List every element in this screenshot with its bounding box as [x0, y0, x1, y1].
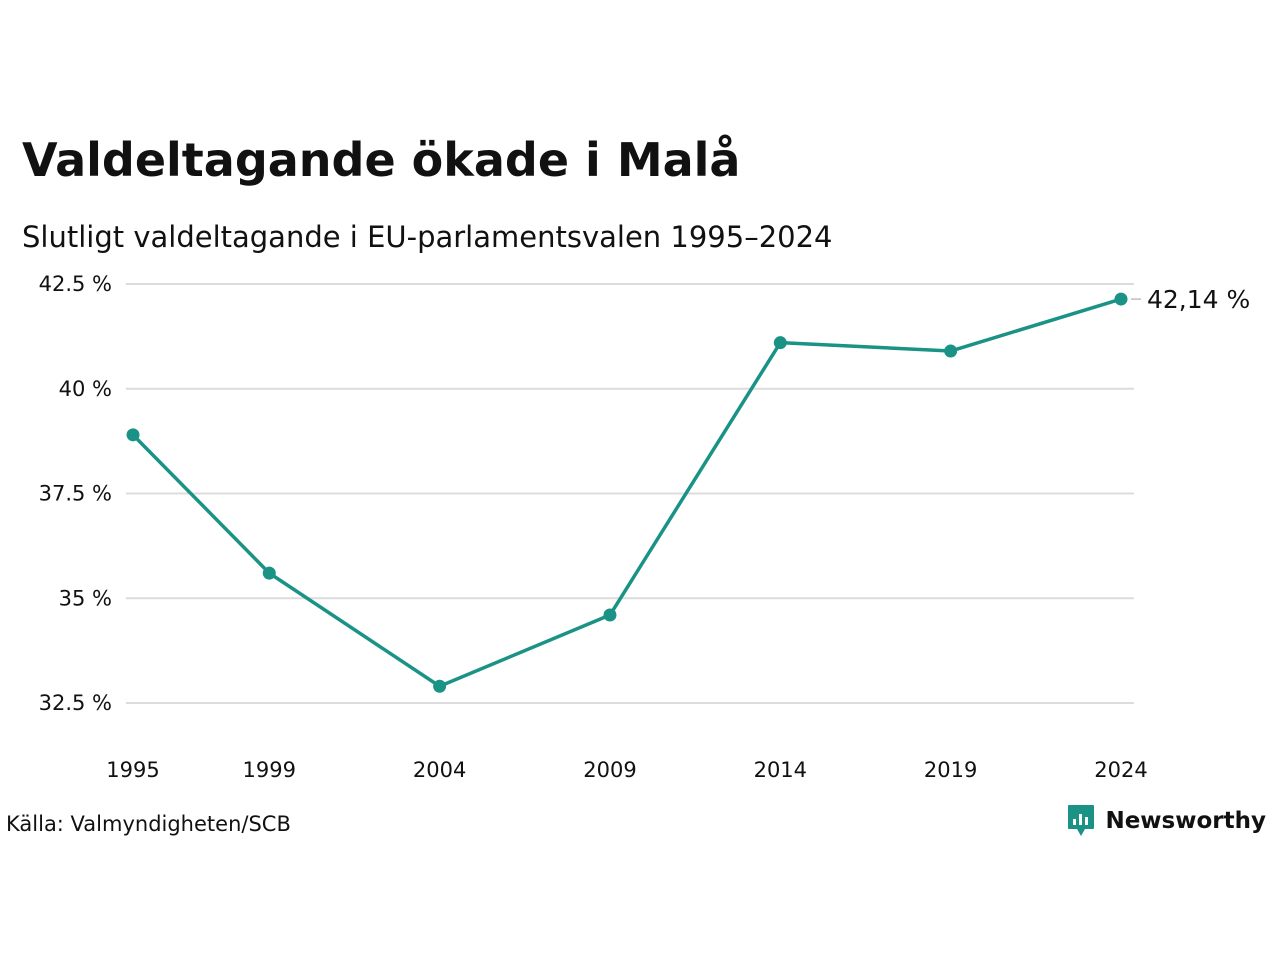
chart-subtitle: Slutligt valdeltagande i EU-parlamentsva… [22, 220, 833, 254]
y-tick-label: 37.5 % [39, 482, 112, 506]
brand[interactable]: Newsworthy [1067, 804, 1266, 838]
x-tick-label: 1999 [243, 758, 296, 782]
x-tick-label: 2014 [754, 758, 807, 782]
y-tick-label: 35 % [59, 586, 112, 610]
newsworthy-logo-icon [1068, 805, 1095, 836]
data-point [773, 336, 787, 350]
source-note: Källa: Valmyndigheten/SCB [6, 812, 291, 836]
data-points [126, 292, 1128, 693]
x-axis-tick-labels: 1995 1999 2004 2009 2014 2019 2024 [106, 758, 1147, 782]
grid-lines [126, 283, 1134, 704]
brand-name: Newsworthy [1105, 808, 1266, 834]
data-point [126, 428, 140, 442]
x-tick-label: 2004 [413, 758, 466, 782]
data-point [603, 608, 617, 622]
data-point [944, 344, 958, 358]
x-tick-label: 2024 [1094, 758, 1147, 782]
annotation-layer: 42,14 % [1131, 285, 1250, 314]
y-axis-tick-labels: 32.5 % 35 % 37.5 % 40 % 42.5 % [39, 272, 112, 715]
y-tick-label: 40 % [59, 377, 112, 401]
y-tick-label: 32.5 % [39, 691, 112, 715]
x-tick-label: 2019 [924, 758, 977, 782]
x-tick-label: 1995 [106, 758, 159, 782]
end-value-label: 42,14 % [1147, 285, 1250, 314]
data-point [1114, 292, 1128, 306]
y-tick-label: 42.5 % [39, 272, 112, 296]
x-tick-label: 2009 [583, 758, 636, 782]
data-point [433, 679, 447, 693]
data-point [262, 566, 276, 580]
chart-title: Valdeltagande ökade i Malå [22, 133, 741, 187]
